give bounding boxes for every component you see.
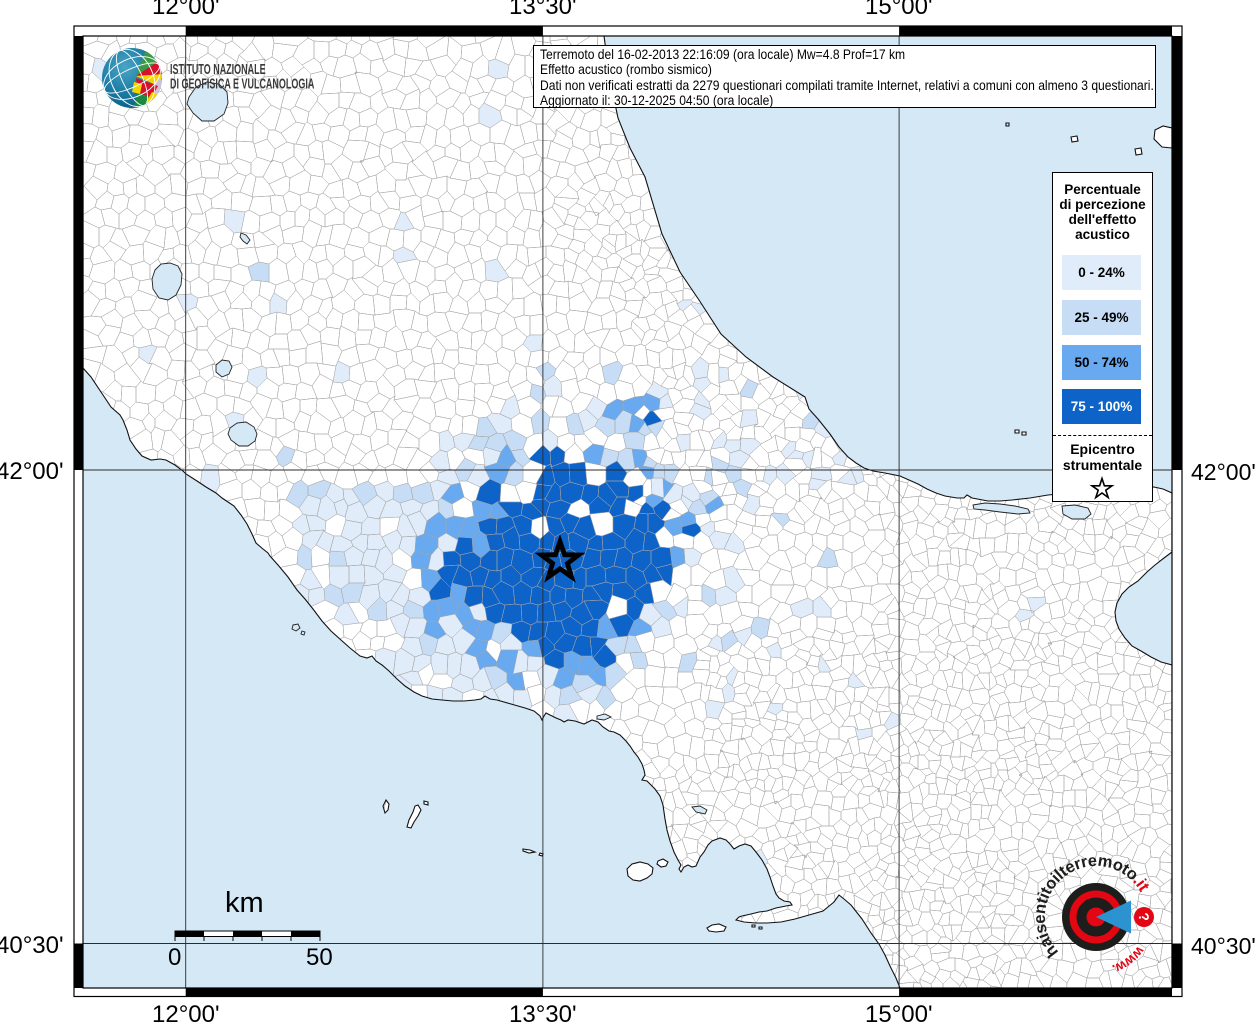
svg-text:DI GEOFISICA E VULCANOLOGIA: DI GEOFISICA E VULCANOLOGIA — [170, 75, 315, 92]
svg-text:ISTITUTO NAZIONALE: ISTITUTO NAZIONALE — [170, 61, 266, 78]
svg-text:www.: www. — [1110, 943, 1148, 977]
svg-text:?: ? — [1135, 911, 1152, 923]
